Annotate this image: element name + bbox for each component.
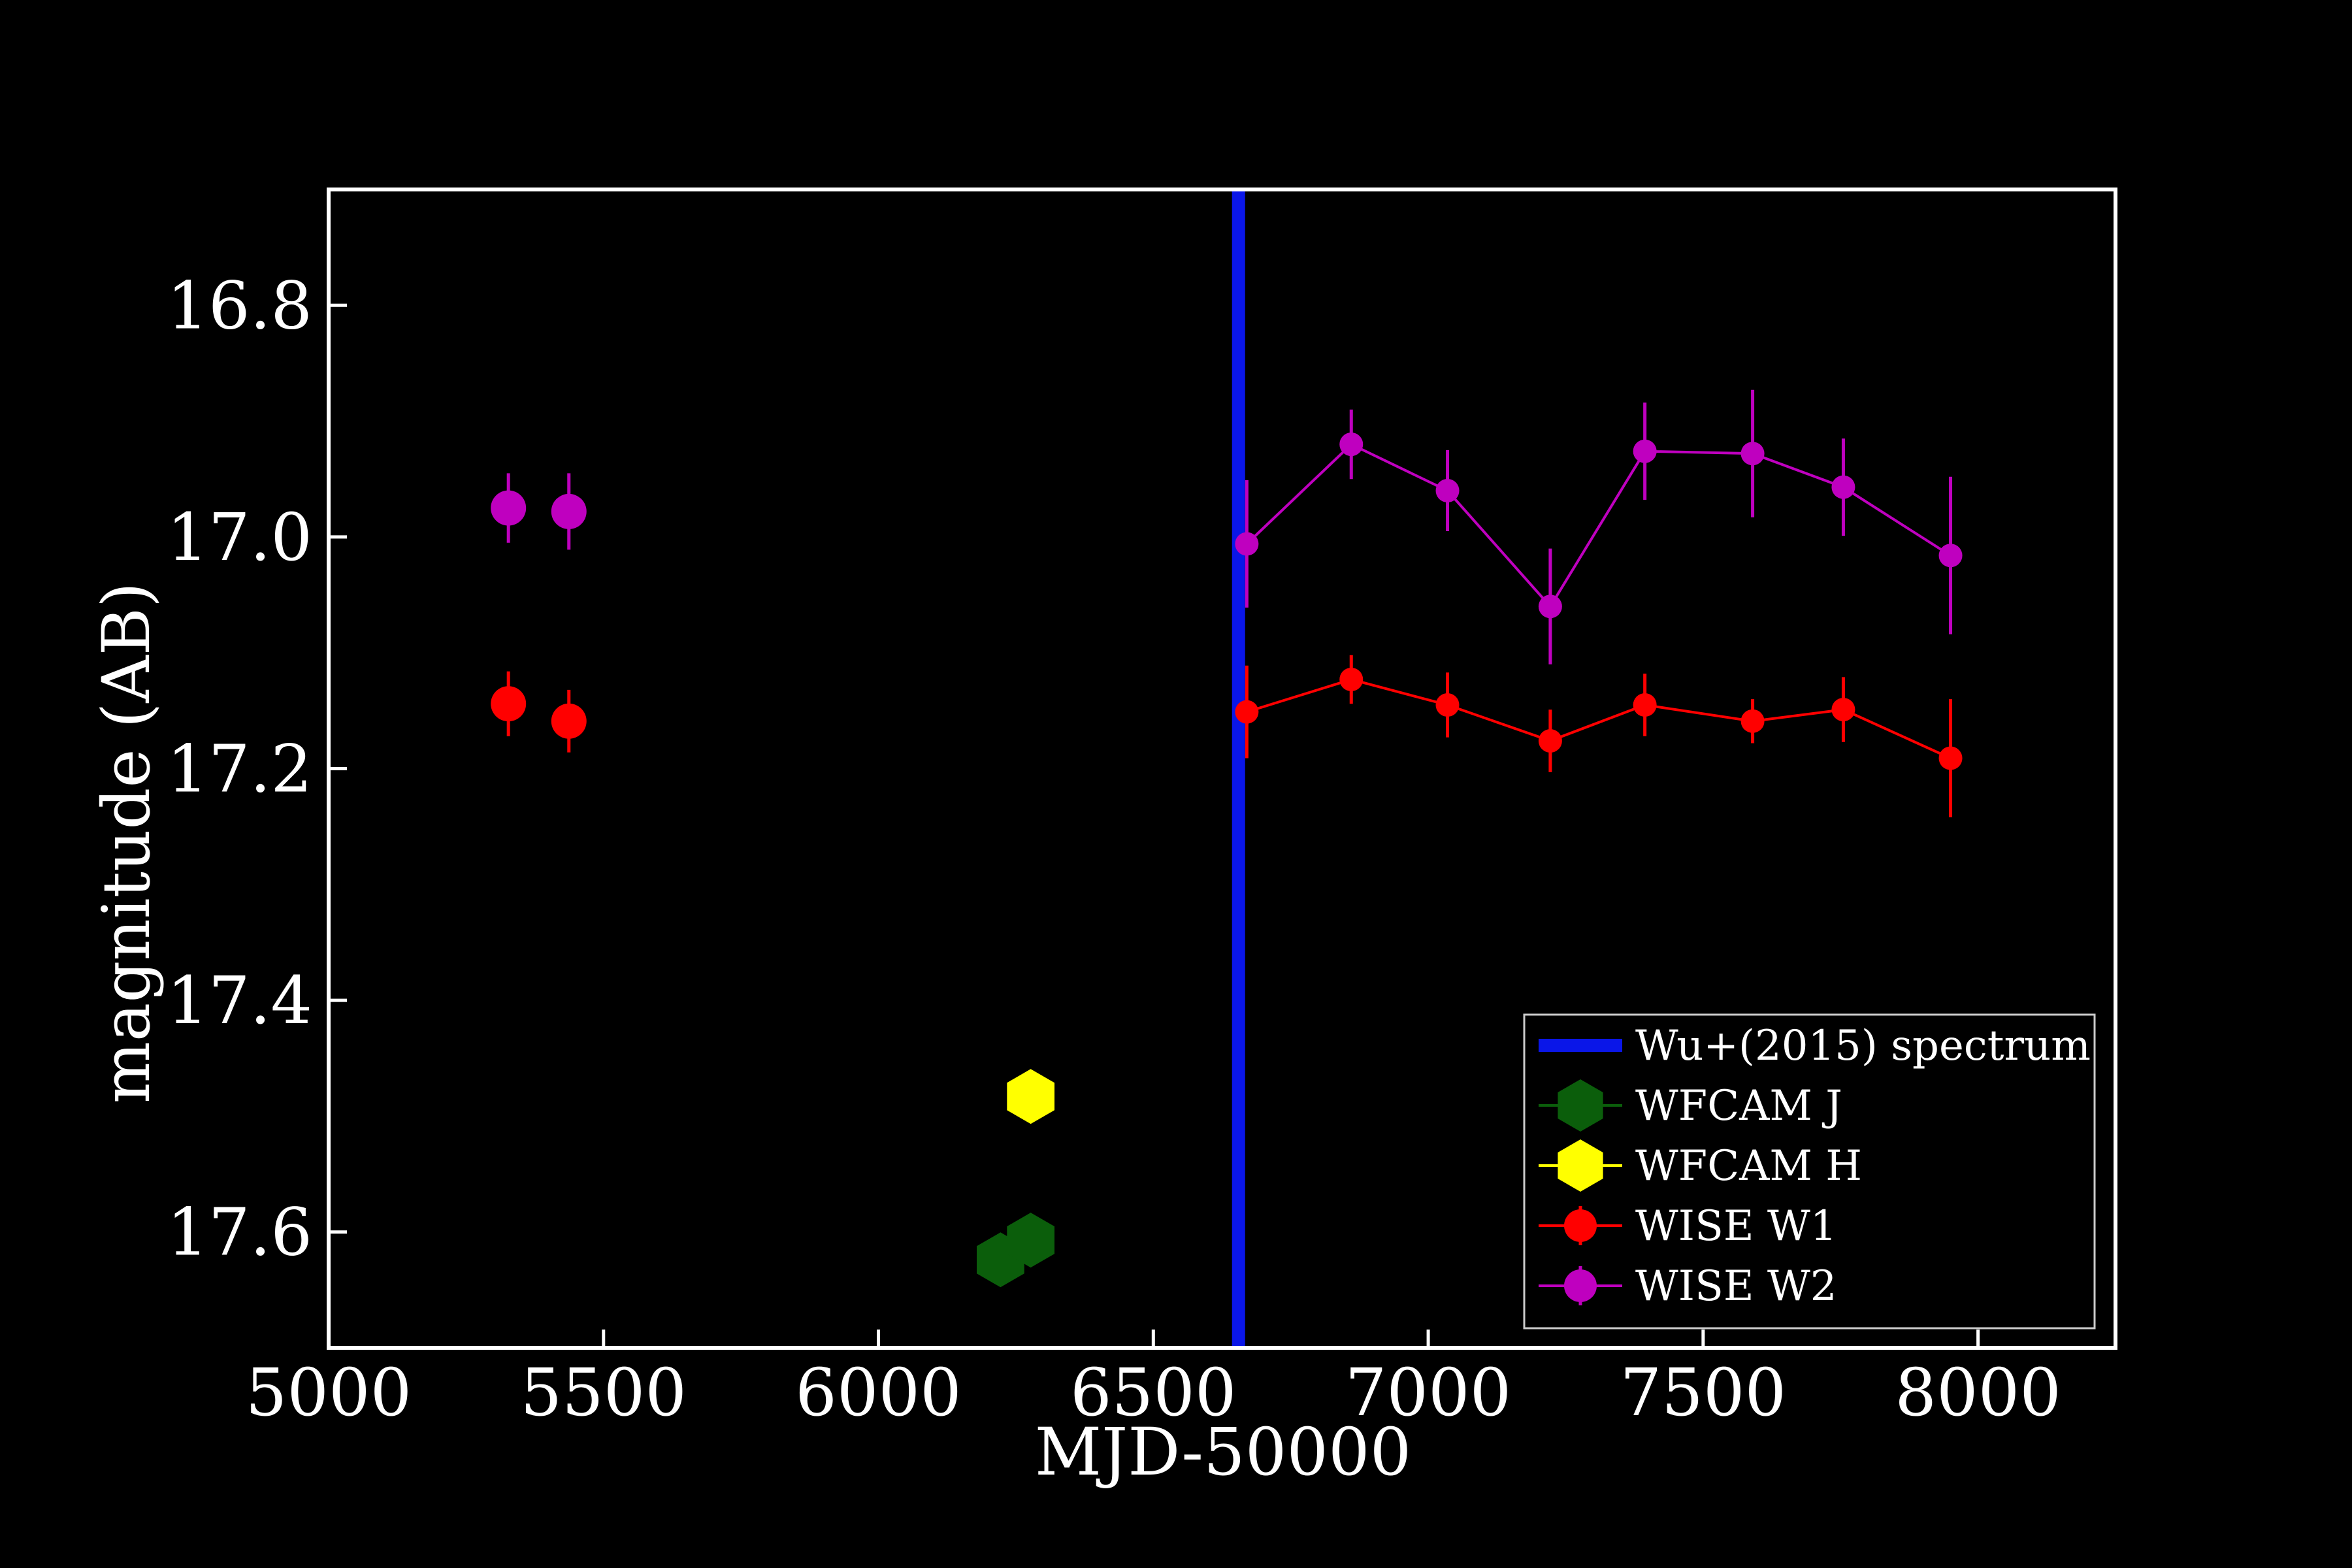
- legend-swatch-marker: [1564, 1209, 1597, 1242]
- legend-swatch-marker: [1558, 1139, 1603, 1192]
- data-point: [491, 490, 527, 526]
- data-point: [1740, 442, 1765, 466]
- y-tick-label: 17.4: [167, 962, 312, 1039]
- data-point: [1435, 693, 1460, 717]
- data-point: [1538, 595, 1562, 619]
- data-point: [1633, 439, 1657, 463]
- y-tick-label: 17.6: [167, 1194, 312, 1271]
- legend-label: WISE W1: [1635, 1202, 1837, 1250]
- x-tick-label: 5000: [246, 1354, 412, 1431]
- legend-item: Wu+(2015) spectrum: [1539, 1022, 2091, 1070]
- series-line: [1246, 678, 1952, 760]
- data-point: [551, 703, 587, 739]
- series-wise-w1: [491, 671, 587, 753]
- legend-swatch-marker: [1564, 1269, 1597, 1302]
- data-point: [1339, 433, 1364, 457]
- data-point: [1938, 544, 1963, 568]
- data-point: [1235, 532, 1259, 556]
- series-wfcam-j: [977, 1213, 1054, 1288]
- series-wise-w2: [1235, 389, 1963, 664]
- data-point: [1007, 1213, 1054, 1268]
- x-tick-label: 8000: [1895, 1354, 2061, 1431]
- data-point: [1831, 698, 1855, 722]
- data-point: [551, 493, 587, 529]
- x-tick-label: 6500: [1070, 1354, 1237, 1431]
- x-axis-label: MJD-50000: [1035, 1414, 1411, 1490]
- legend-label: WFCAM H: [1635, 1142, 1862, 1190]
- data-point: [1435, 478, 1460, 502]
- legend-label: Wu+(2015) spectrum: [1635, 1022, 2091, 1070]
- legend-box: [1523, 1013, 2096, 1330]
- x-tick-label: 7500: [1620, 1354, 1787, 1431]
- legend-item: WISE W1: [1539, 1202, 1837, 1250]
- legend: Wu+(2015) spectrum WFCAM J WFCAM H WISE W1 W…: [1523, 1013, 2096, 1330]
- series-wfcam-h: [1007, 1069, 1054, 1124]
- axes: 5000 5500 6000 6500 7000 7500 8000 16.8 17.0 17.2…: [167, 188, 2117, 1431]
- data-point: [1831, 475, 1855, 499]
- plot-area: [491, 189, 1963, 1348]
- data-point: [1938, 746, 1963, 770]
- series-wise-w2: [491, 473, 587, 550]
- y-tick-label: 17.0: [167, 499, 312, 576]
- legend-item: WFCAM J: [1539, 1079, 1842, 1132]
- series-wise-w1: [1235, 655, 1963, 817]
- legend-item: WISE W2: [1539, 1262, 1837, 1311]
- series-line: [1246, 442, 1952, 609]
- x-tick-label: 7000: [1345, 1354, 1512, 1431]
- data-point: [1538, 728, 1562, 753]
- data-point: [1007, 1069, 1054, 1124]
- data-point: [1633, 693, 1657, 717]
- x-tick-label: 6000: [795, 1354, 962, 1431]
- legend-label: WISE W2: [1635, 1262, 1837, 1311]
- x-tick-label: 5500: [521, 1354, 687, 1431]
- legend-swatch-marker: [1558, 1079, 1603, 1132]
- legend-label: WFCAM J: [1635, 1082, 1842, 1130]
- data-point: [1740, 709, 1765, 733]
- y-axis-label: magnitude (AB): [88, 582, 165, 1103]
- data-point: [1235, 700, 1259, 724]
- y-tick-label: 17.2: [167, 731, 312, 808]
- y-tick-label: 16.8: [167, 267, 312, 344]
- legend-item: WFCAM H: [1539, 1139, 1862, 1192]
- data-point: [1339, 667, 1364, 691]
- data-point: [491, 686, 527, 722]
